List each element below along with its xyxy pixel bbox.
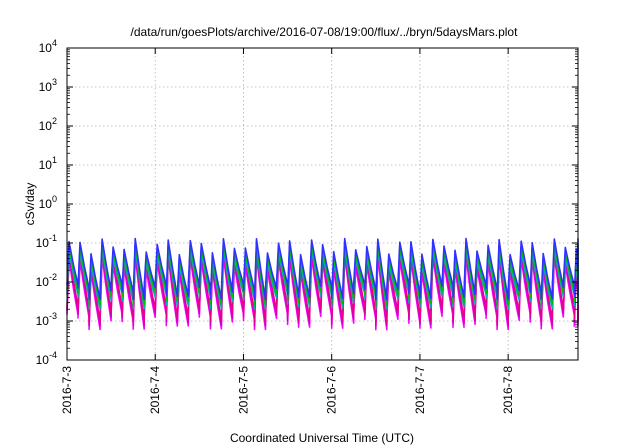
y-tick-base: 10: [39, 158, 53, 172]
series-line: [66, 243, 579, 324]
y-tick-exponent: -1: [49, 233, 57, 243]
x-tick-label: 2016-7-3: [60, 366, 74, 414]
chart-title: /data/run/goesPlots/archive/2016-07-08/1…: [131, 25, 519, 39]
y-tick-exponent: 1: [52, 155, 57, 165]
y-tick-exponent: 4: [52, 38, 57, 48]
y-tick-exponent: -3: [49, 311, 57, 321]
y-tick-label: 10-1: [36, 233, 57, 250]
y-tick-label: 10-2: [36, 272, 57, 289]
series-line: [66, 237, 579, 301]
y-tick-label: 103: [39, 77, 57, 94]
y-tick-label: 10-4: [36, 350, 57, 367]
y-tick-base: 10: [36, 236, 50, 250]
x-axis-tick-labels: 2016-7-3 2016-7-4 2016-7-5 2016-7-6 2016-7-7…: [60, 366, 515, 414]
y-tick-label: 104: [39, 38, 57, 55]
y-tick-exponent: -4: [49, 350, 57, 360]
x-tick-label: 2016-7-6: [325, 366, 339, 414]
y-tick-exponent: -2: [49, 272, 57, 282]
y-tick-label: 102: [39, 116, 57, 133]
y-tick-label: 101: [39, 155, 57, 172]
y-tick-base: 10: [39, 197, 53, 211]
y-tick-base: 10: [36, 314, 50, 328]
y-tick-base: 10: [39, 80, 53, 94]
x-tick-label: 2016-7-5: [236, 366, 250, 414]
x-axis-label: Coordinated Universal Time (UTC): [230, 431, 414, 445]
y-tick-exponent: 0: [52, 194, 57, 204]
x-tick-label: 2016-7-4: [148, 366, 162, 414]
y-tick-base: 10: [39, 41, 53, 55]
y-tick-label: 10-3: [36, 311, 57, 328]
x-tick-label: 2016-7-8: [501, 366, 515, 414]
y-tick-base: 10: [36, 353, 50, 367]
plot-area: [66, 237, 579, 331]
axis-ticks: [66, 47, 578, 361]
x-tick-label: 2016-7-7: [413, 366, 427, 414]
y-tick-exponent: 3: [52, 77, 57, 87]
y-axis-label: cSv/day: [23, 183, 37, 226]
y-tick-base: 10: [39, 119, 53, 133]
y-tick-base: 10: [36, 275, 50, 289]
y-tick-exponent: 2: [52, 116, 57, 126]
y-tick-label: 100: [39, 194, 57, 211]
